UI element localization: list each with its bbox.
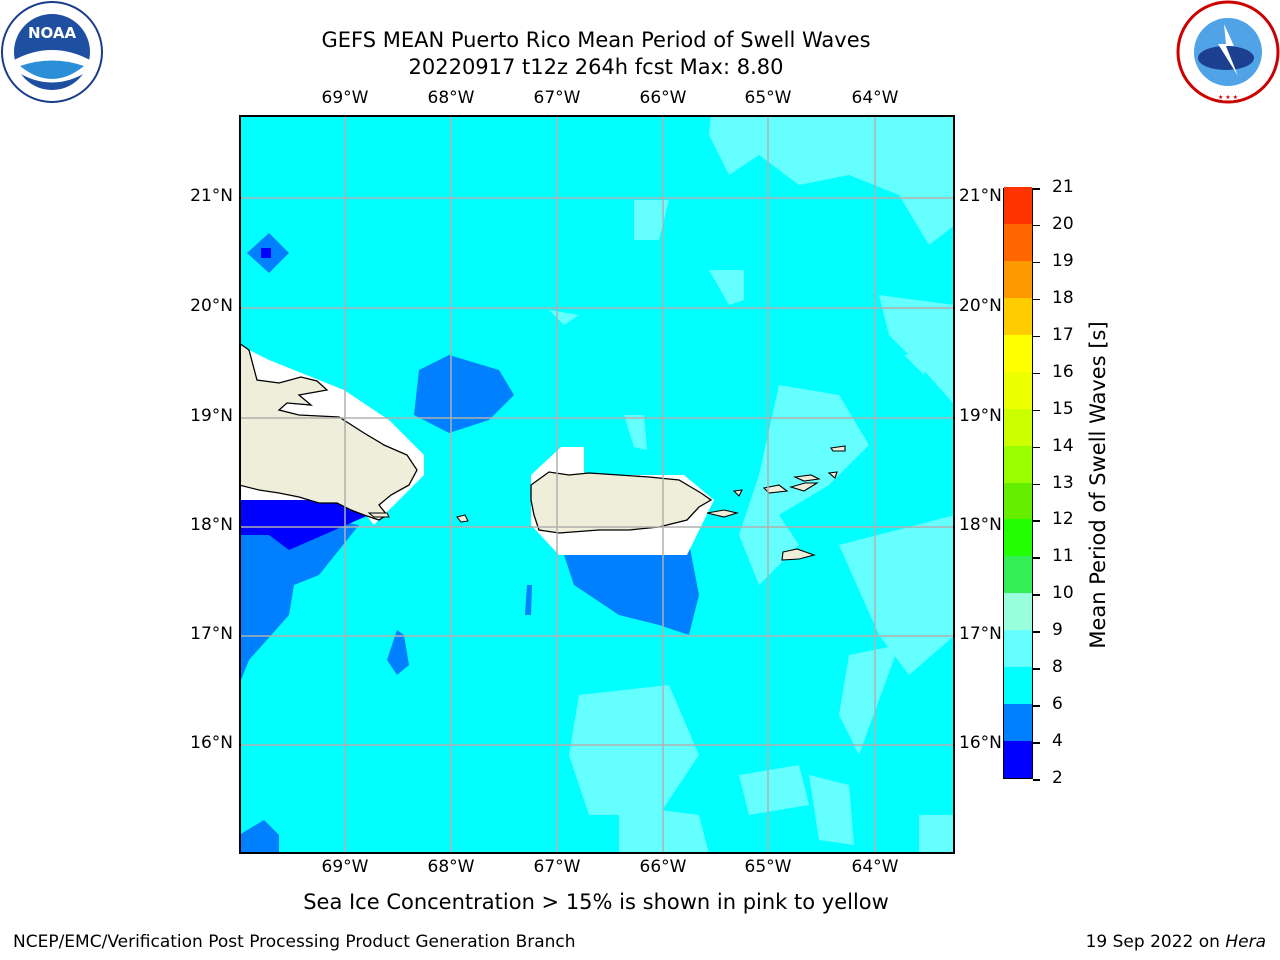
colorbar-tick [1033, 261, 1040, 264]
colorbar-tick [1033, 446, 1040, 449]
colorbar-tick-label: 17 [1052, 324, 1074, 345]
colorbar-tick [1033, 520, 1040, 522]
footer-host: Hera [1225, 932, 1266, 952]
lat-label-left-21n: 21°N [190, 186, 233, 206]
colorbar-tick-label: 13 [1052, 472, 1074, 493]
colorbar-tick-label: 19 [1052, 250, 1074, 271]
colorbar-tick-label: 12 [1052, 509, 1074, 530]
colorbar-segment [1004, 592, 1032, 631]
colorbar-tick-label: 20 [1052, 213, 1074, 234]
sea-ice-note: Sea Ice Concentration > 15% is shown in … [303, 890, 889, 914]
lat-label-right-20n: 20°N [959, 296, 1002, 316]
lon-label-top-64w: 64°W [851, 88, 899, 108]
lat-label-left-20n: 20°N [190, 296, 233, 316]
colorbar-tick [1033, 409, 1040, 412]
colorbar-tick-label: 9 [1052, 620, 1063, 641]
blue-period-patches [239, 233, 699, 854]
colorbar-tick [1033, 705, 1040, 707]
noaa-logo-text: NOAA [28, 24, 77, 42]
colorbar-label: Mean Period of Swell Waves [s] [1086, 321, 1110, 649]
colorbar-tick-label: 14 [1052, 435, 1074, 456]
deep-period-patches [239, 248, 369, 550]
lat-label-right-21n: 21°N [959, 186, 1002, 206]
noaa-logo: NOAA [1, 1, 103, 103]
colorbar-tick-label: 15 [1052, 398, 1074, 419]
colorbar-segment [1004, 186, 1032, 224]
lon-label-bottom-66w: 66°W [639, 857, 687, 877]
colorbar-tick [1033, 631, 1040, 633]
svg-text:★ ★ ★: ★ ★ ★ [1218, 94, 1238, 101]
colorbar-segment [1004, 371, 1032, 409]
lat-label-left-18n: 18°N [190, 515, 233, 535]
colorbar-segment [1004, 334, 1032, 372]
lon-label-top-67w: 67°W [533, 88, 581, 108]
nws-logo: ★ ★ ★ [1176, 0, 1280, 104]
lat-label-left-19n: 19°N [190, 406, 233, 426]
lon-label-bottom-65w: 65°W [744, 857, 792, 877]
colorbar-tick [1033, 188, 1040, 190]
colorbar-segment [1004, 223, 1032, 261]
lon-label-top-69w: 69°W [321, 88, 369, 108]
colorbar-segment [1004, 555, 1032, 594]
colorbar-tick-label: 18 [1052, 287, 1074, 308]
lon-label-top-66w: 66°W [639, 88, 687, 108]
colorbar-segment [1004, 260, 1032, 298]
chart-title-line1: GEFS MEAN Puerto Rico Mean Period of Swe… [321, 28, 871, 52]
lat-label-right-17n: 17°N [959, 624, 1002, 644]
lon-label-top-68w: 68°W [427, 88, 475, 108]
lon-label-bottom-67w: 67°W [533, 857, 581, 877]
puerto-rico-land [530, 471, 713, 534]
footer-right: 19 Sep 2022 on Hera [1086, 932, 1266, 952]
colorbar-tick [1033, 779, 1040, 781]
colorbar-tick [1033, 298, 1040, 301]
colorbar-tick [1033, 372, 1040, 375]
lat-label-right-19n: 19°N [959, 406, 1002, 426]
colorbar-tick-label: 6 [1052, 694, 1063, 715]
colorbar-segment [1004, 703, 1032, 742]
hispaniola-land [239, 342, 418, 521]
colorbar-tick [1033, 224, 1040, 227]
colorbar-tick-label: 8 [1052, 657, 1063, 678]
colorbar-segment [1004, 518, 1032, 557]
colorbar-tick-label: 16 [1052, 361, 1074, 382]
lat-label-right-16n: 16°N [959, 733, 1002, 753]
colorbar-tick [1033, 483, 1040, 485]
footer-date: 19 Sep 2022 on [1085, 932, 1220, 952]
lon-label-bottom-68w: 68°W [427, 857, 475, 877]
lon-label-bottom-64w: 64°W [851, 857, 899, 877]
colorbar-tick-label: 21 [1052, 177, 1074, 197]
colorbar-tick [1033, 742, 1040, 744]
colorbar-segment [1004, 297, 1032, 335]
swell-period-map [239, 115, 955, 854]
colorbar-tick [1033, 557, 1040, 559]
lat-label-left-16n: 16°N [190, 733, 233, 753]
colorbar-segment [1004, 445, 1032, 483]
colorbar-tick-label: 2 [1052, 768, 1063, 788]
colorbar-segment [1004, 629, 1032, 668]
chart-title-line2: 20220917 t12z 264h fcst Max: 8.80 [408, 55, 784, 79]
footer-left: NCEP/EMC/Verification Post Processing Pr… [13, 932, 576, 952]
colorbar-segment [1004, 740, 1032, 778]
graticule [239, 115, 955, 854]
colorbar-segment [1004, 408, 1032, 446]
colorbar-tick [1033, 335, 1040, 338]
colorbar-tick [1033, 594, 1040, 596]
colorbar-tick-label: 4 [1052, 731, 1063, 752]
colorbar-tick-label: 10 [1052, 583, 1074, 604]
lon-label-top-65w: 65°W [744, 88, 792, 108]
lon-label-bottom-69w: 69°W [321, 857, 369, 877]
lat-label-right-18n: 18°N [959, 515, 1002, 535]
colorbar-tick-label: 11 [1052, 546, 1074, 567]
colorbar-segment [1004, 482, 1032, 520]
colorbar-tick [1033, 668, 1040, 670]
lat-label-left-17n: 17°N [190, 624, 233, 644]
colorbar [1003, 186, 1033, 779]
virgin-islands [706, 445, 846, 561]
colorbar-segment [1004, 666, 1032, 705]
